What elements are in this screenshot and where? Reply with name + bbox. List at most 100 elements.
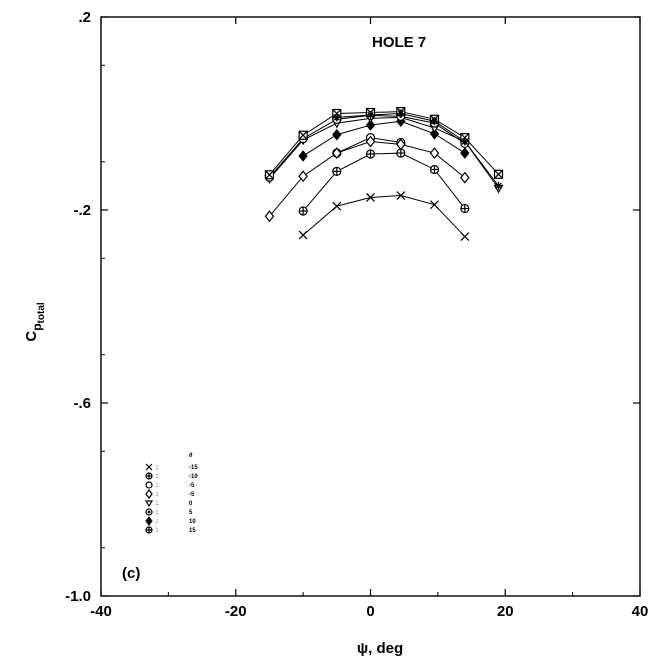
legend-leader: :: [156, 492, 158, 498]
data-point-x: [298, 230, 308, 240]
marker-diamond: [298, 170, 308, 183]
data-point-diamond-open: [365, 135, 376, 148]
data-point-circle-cross: [298, 206, 308, 216]
legend-leader: :: [156, 474, 158, 480]
legend-entry-label: 15: [189, 528, 196, 534]
marker-x-stroke: [298, 230, 308, 240]
legend-entry-label: 0: [189, 501, 193, 507]
data-point-circle-open: [145, 481, 153, 489]
legend-title: θ: [189, 453, 193, 459]
data-point-square-cross: [298, 130, 308, 140]
data-point-star: [396, 109, 405, 118]
data-point-circle-cross: [145, 526, 153, 534]
data-point-diamond-open: [396, 138, 406, 151]
plot-frame: [100, 16, 641, 597]
marker-diamond-filled: [460, 147, 470, 159]
series-4: [298, 115, 470, 162]
marker-x-stroke: [366, 193, 375, 202]
data-point-diamond-filled: [298, 150, 308, 162]
y-label-main: C: [23, 331, 40, 342]
marker-dot: [147, 510, 151, 514]
chart-title: HOLE 7: [372, 34, 426, 51]
data-point-x: [332, 201, 342, 211]
data-point-circle-cross: [365, 149, 376, 159]
marker-diamond: [145, 489, 153, 499]
marker-diamond-filled: [365, 119, 376, 131]
legend-leader: :: [156, 483, 158, 489]
series-line: [302, 195, 466, 237]
data-point-diamond-open: [145, 489, 153, 499]
y-tick-label: .2: [78, 9, 91, 26]
data-point-x: [430, 200, 439, 210]
legend-entry-label: -5: [189, 492, 195, 498]
x-tick-label: 40: [632, 603, 649, 620]
data-point-circle-cross: [429, 164, 440, 175]
legend-leader: :: [156, 510, 158, 516]
series-line: [302, 152, 466, 212]
data-point-diamond-open: [460, 171, 470, 184]
x-axis-label: ψ, deg: [357, 640, 403, 657]
marker-cross: [298, 130, 308, 140]
plot-border: [100, 16, 641, 597]
data-point-star: [494, 181, 503, 190]
legend-entry-label: -15: [189, 465, 198, 471]
marker-x-stroke: [396, 191, 406, 200]
marker-diamond: [396, 138, 406, 151]
panel-label: (c): [122, 565, 140, 582]
legend-leader: :: [156, 501, 158, 507]
marker-diamond-filled: [145, 516, 153, 526]
data-point-x: [145, 463, 153, 471]
data-point-star: [366, 110, 375, 119]
series-line: [269, 116, 499, 189]
data-point-star: [460, 137, 469, 146]
data-point-diamond-filled: [429, 127, 440, 140]
marker-x-stroke: [332, 201, 342, 211]
marker-diamond: [460, 171, 470, 184]
data-point-x: [460, 232, 470, 241]
data-point-circle-cross: [332, 166, 342, 176]
axis-ticks: -40 -20 0 20 40 .2 -.2 -.6 -1.0: [65, 9, 648, 620]
series-1: [298, 148, 470, 216]
marker-x-stroke: [430, 200, 439, 210]
data-point-diamond-filled: [332, 128, 342, 141]
marker-diamond-filled: [298, 150, 308, 162]
data-point-x: [396, 191, 406, 200]
data-point-square-cross: [264, 170, 275, 180]
series-line: [302, 120, 466, 157]
data-point-triangle-down: [144, 500, 154, 508]
marker-diamond-filled: [332, 128, 342, 141]
legend-entry-label: 5: [189, 510, 193, 516]
x-tick-label: 20: [497, 603, 514, 620]
data-point-x: [366, 193, 375, 202]
series-layer: [264, 106, 504, 241]
svg-text:Cptotal: Cptotal: [23, 302, 47, 342]
marker-circle: [145, 481, 153, 489]
data-point-diamond-open: [298, 170, 308, 183]
data-point-diamond-filled: [145, 516, 153, 526]
x-tick-label: 0: [366, 603, 374, 620]
marker-x-stroke: [145, 463, 153, 471]
legend-leader: :: [156, 519, 158, 525]
data-point-star: [332, 113, 341, 122]
data-point-diamond-filled: [365, 119, 376, 131]
y-tick-label: -.2: [73, 202, 91, 219]
marker-diamond: [429, 147, 440, 160]
data-point-diamond-open: [429, 147, 440, 160]
legend-entry-label: -10: [189, 474, 198, 480]
data-point-circle-cross: [460, 203, 470, 214]
data-point-diamond-open: [332, 147, 342, 160]
marker-cross: [265, 170, 274, 180]
data-point-diamond-filled: [460, 147, 470, 159]
data-point-square-cross: [493, 169, 504, 179]
data-point-circle-cross: [145, 472, 153, 480]
y-axis-label: Cptotal: [23, 302, 47, 342]
y-tick-label: -.6: [73, 395, 91, 412]
series-0: [298, 191, 470, 241]
y-tick-label: -1.0: [65, 588, 91, 605]
marker-diamond: [264, 210, 275, 223]
legend-leader: :: [156, 465, 158, 471]
data-point-diamond-open: [264, 210, 275, 223]
y-label-subsub: total: [36, 302, 47, 323]
marker-diamond: [365, 135, 376, 148]
